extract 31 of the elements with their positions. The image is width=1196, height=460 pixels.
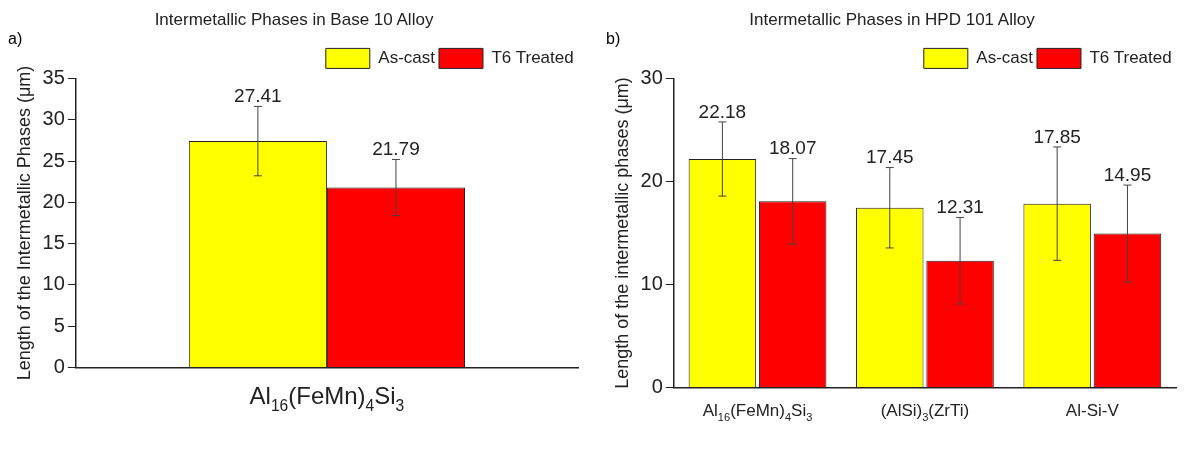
data-label: 22.18 [698, 100, 747, 122]
data-label: 17.45 [866, 146, 914, 168]
y-tick-label: 10 [640, 272, 663, 295]
y-axis-title: Length of the Intermetallic Phases (μm) [13, 65, 34, 381]
y-tick-label: 0 [53, 355, 65, 378]
y-tick-label: 5 [53, 313, 65, 336]
y-tick-label: 15 [42, 231, 65, 254]
data-label: 27.41 [234, 85, 282, 107]
y-tick-label: 35 [42, 65, 65, 88]
data-label: 14.95 [1103, 163, 1152, 185]
y-tick-label: 25 [42, 148, 65, 171]
y-tick-label: 10 [42, 272, 65, 295]
y-tick-label: 30 [640, 65, 663, 88]
data-label: 18.07 [768, 137, 817, 159]
chart-title: Intermetallic Phases in HPD 101 Alloy [749, 9, 1036, 29]
legend-label: As-cast [378, 48, 436, 68]
data-label: 17.85 [1033, 125, 1081, 147]
y-tick-label: 20 [640, 168, 663, 191]
data-label: 12.31 [936, 196, 984, 218]
chart-title: Intermetallic Phases in Base 10 Alloy [154, 9, 434, 29]
legend-label: As-cast [976, 48, 1034, 68]
text: b) [606, 30, 621, 48]
y-tick-label: 0 [651, 375, 663, 398]
y-tick-label: 30 [42, 107, 65, 130]
y-axis-title: Length of the intermetallic phases (μm) [611, 77, 632, 389]
text: a) [8, 30, 23, 48]
legend-label: T6 Treated [491, 48, 574, 68]
x-tick-label: Al-Si-V [1065, 400, 1120, 420]
y-tick-label: 20 [42, 189, 65, 212]
data-label: 21.79 [372, 138, 420, 160]
legend-label: T6 Treated [1089, 48, 1172, 68]
